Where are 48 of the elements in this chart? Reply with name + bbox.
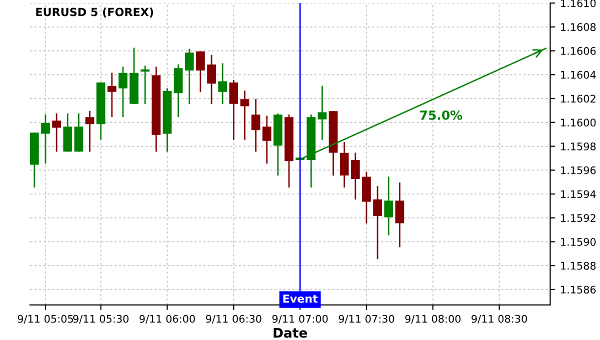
x-tick-label: 9/11 08:00 [405, 314, 461, 324]
x-tick-label: 9/11 05:30 [73, 314, 129, 324]
candlestick [340, 142, 349, 188]
x-tick-label: 9/11 05:05 [18, 314, 73, 324]
candlestick [107, 72, 116, 118]
x-tick-label: 9/11 07:30 [338, 314, 394, 324]
chart-title: EURUSD 5 (FOREX) [36, 8, 154, 18]
y-tick-label: 1.1604 [561, 70, 596, 79]
x-tick-label: 9/11 06:00 [140, 314, 195, 324]
candlestick [85, 110, 94, 152]
x-tick-label: 9/11 07:00 [272, 314, 328, 324]
y-tick-label: 1.1590 [561, 238, 596, 246]
y-tick-label: 1.1598 [561, 142, 596, 150]
candlestick [184, 48, 194, 104]
candlestick [41, 114, 50, 164]
candlestick [240, 90, 250, 140]
candlestick [140, 66, 150, 104]
candlestick [174, 64, 183, 118]
candlestick [350, 152, 360, 200]
y-tick-label: 1.1588 [561, 262, 596, 270]
candlestick [395, 182, 404, 248]
candlestick [362, 172, 371, 224]
candlestick [384, 176, 394, 236]
candlestick [373, 186, 382, 260]
x-tick-label: 9/11 06:30 [206, 314, 262, 324]
candlestick [52, 113, 61, 152]
candlestick [229, 80, 238, 140]
candlestick [218, 63, 228, 104]
candlestick [196, 51, 205, 92]
y-tick-label: 1.1592 [561, 214, 596, 222]
x-tick-label: 9/11 08:30 [472, 314, 527, 324]
candlestick [251, 99, 260, 152]
y-tick-label: 1.1602 [561, 94, 596, 103]
y-tick-label: 1.1608 [561, 23, 596, 32]
candlestick [262, 116, 272, 164]
y-tick-label: 1.1600 [561, 118, 596, 126]
y-tick-label: 1.1586 [561, 286, 596, 294]
x-axis-title: Date [274, 328, 308, 338]
candlestick [318, 86, 327, 140]
annotation: 75.0% [420, 110, 462, 120]
ref-line-label: Event [283, 294, 318, 303]
candlestick [207, 54, 216, 104]
y-tick-label: 1.1596 [561, 166, 596, 174]
candlestick [63, 113, 72, 152]
y-tick-label: 1.1594 [561, 190, 596, 198]
candlestick [74, 113, 84, 152]
y-tick-label: 1.1606 [561, 47, 596, 55]
candlestick [118, 66, 128, 118]
